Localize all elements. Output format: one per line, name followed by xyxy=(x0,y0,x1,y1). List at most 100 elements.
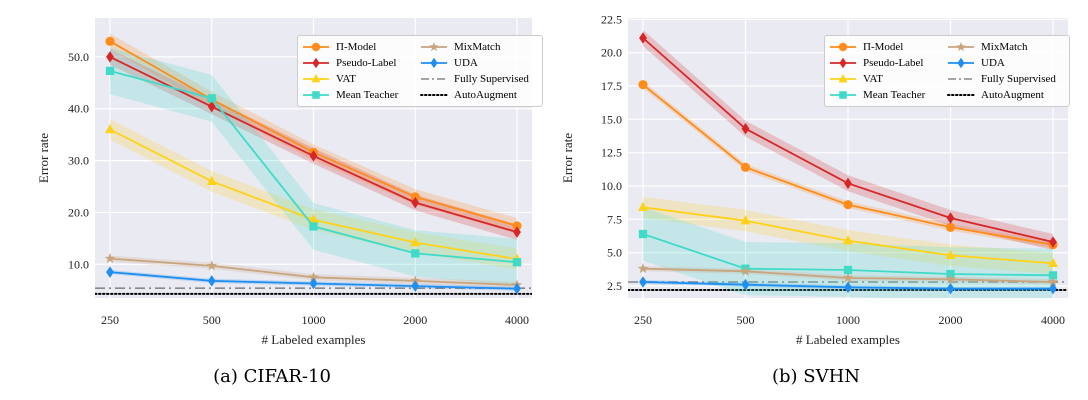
vat-point xyxy=(206,175,217,186)
mean-teacher-point xyxy=(411,249,420,258)
pi-model-point xyxy=(638,80,648,90)
legend-label: UDA xyxy=(454,57,478,69)
pseudo-label-point xyxy=(741,122,750,135)
y-tick-label: 17.5 xyxy=(601,79,622,93)
mixmatch-point xyxy=(637,263,649,274)
vat-point xyxy=(740,215,751,225)
y-tick-label: 15.0 xyxy=(601,112,622,126)
x-tick-label: 2000 xyxy=(939,313,963,327)
uda-point xyxy=(513,282,521,295)
vat-point xyxy=(410,236,421,247)
mean-teacher-legend-icon xyxy=(303,91,329,99)
legend-item-vat: VAT xyxy=(302,71,420,87)
x-tick-label: 250 xyxy=(101,313,119,327)
y-tick-label: 2.5 xyxy=(607,279,622,293)
legend-label: Fully Supervised xyxy=(454,73,529,85)
uda-point xyxy=(946,282,955,295)
y-axis-label: Error rate xyxy=(36,133,51,183)
x-axis-label: # Labeled examples xyxy=(262,332,366,347)
mean-teacher-point xyxy=(105,66,115,76)
uda-point xyxy=(741,278,750,291)
pi-model-point xyxy=(843,200,853,210)
y-tick-label: 7.5 xyxy=(607,212,622,226)
uda-point xyxy=(844,281,852,294)
cifar10-caption: (a) CIFAR-10 xyxy=(213,366,331,387)
vat-band xyxy=(110,119,517,270)
pi-model-point xyxy=(105,36,115,46)
legend-item-autoaugment: AutoAugment xyxy=(947,87,1065,103)
vat-point xyxy=(842,235,854,245)
y-tick-label: 20.0 xyxy=(601,46,622,60)
mean-teacher-point xyxy=(638,229,648,239)
pseudo-label-point xyxy=(844,177,852,190)
legend-item-pseudo-label: Pseudo-Label xyxy=(302,55,420,71)
mixmatch-point xyxy=(740,265,751,276)
legend-item-mixmatch: MixMatch xyxy=(420,39,538,55)
mixmatch-legend-icon xyxy=(421,41,447,52)
y-tick-label: 5.0 xyxy=(607,246,622,260)
vat-point xyxy=(104,123,116,134)
legend-item-mixmatch: MixMatch xyxy=(947,39,1065,55)
pseudo-label-point xyxy=(513,226,521,238)
mean-teacher-point xyxy=(309,222,318,231)
y-tick-label: 50.0 xyxy=(68,50,89,64)
pseudo-label-legend-icon xyxy=(830,57,856,69)
legend-label: Mean Teacher xyxy=(863,89,926,101)
y-tick-label: 10.0 xyxy=(68,257,89,271)
x-tick-label: 500 xyxy=(203,313,221,327)
pseudo-label-point xyxy=(411,196,420,209)
uda-point xyxy=(1049,282,1057,295)
legend-item-pi-model: Π-Model xyxy=(302,39,420,55)
uda-point xyxy=(411,280,420,292)
legend-item-autoaugment: AutoAugment xyxy=(420,87,538,103)
vat-point xyxy=(637,201,649,212)
mean-teacher-legend-icon xyxy=(830,91,856,99)
svhn-legend: Π-Model MixMatch Pseudo-Label UDA VAT Fully S… xyxy=(824,35,1070,107)
legend-item-fully-supervised: Fully Supervised xyxy=(947,71,1065,87)
legend-item-mean-teacher: Mean Teacher xyxy=(829,87,947,103)
mixmatch-legend-icon xyxy=(948,41,974,52)
fully-supervised-legend-icon xyxy=(948,78,974,80)
legend-label: Π-Model xyxy=(336,41,377,53)
legend-item-vat: VAT xyxy=(829,71,947,87)
uda-point xyxy=(207,275,216,287)
uda-legend-icon xyxy=(421,57,447,69)
mixmatch-point xyxy=(945,273,956,284)
legend-item-pi-model: Π-Model xyxy=(829,39,947,55)
svhn-caption: (b) SVHN xyxy=(771,366,861,387)
legend-label: MixMatch xyxy=(454,41,501,53)
legend-label: AutoAugment xyxy=(454,89,517,101)
pseudo-label-point xyxy=(106,51,114,63)
legend-label: VAT xyxy=(336,73,356,85)
y-tick-label: 30.0 xyxy=(68,154,89,168)
uda-legend-icon xyxy=(948,57,974,69)
x-tick-label: 1000 xyxy=(836,313,860,327)
pseudo-label-legend-icon xyxy=(303,57,329,69)
pi-model-point xyxy=(740,162,751,172)
fully-supervised-legend-icon xyxy=(421,78,447,80)
pseudo-label-point xyxy=(207,100,216,113)
legend-item-pseudo-label: Pseudo-Label xyxy=(829,55,947,71)
mean-teacher-point xyxy=(1048,271,1058,280)
legend-label: MixMatch xyxy=(981,41,1028,53)
legend-label: Mean Teacher xyxy=(336,89,399,101)
vat-point xyxy=(1047,257,1059,268)
legend-item-mean-teacher: Mean Teacher xyxy=(302,87,420,103)
legend-label: UDA xyxy=(981,57,1005,69)
legend-label: Pseudo-Label xyxy=(336,57,397,69)
legend-item-fully-supervised: Fully Supervised xyxy=(420,71,538,87)
legend-label: Π-Model xyxy=(863,41,904,53)
vat-legend-icon xyxy=(830,73,856,83)
uda-point xyxy=(106,266,114,278)
x-tick-label: 1000 xyxy=(302,313,326,327)
mixmatch-point xyxy=(308,271,319,282)
x-tick-label: 250 xyxy=(634,313,652,327)
autoaugment-legend-icon xyxy=(420,94,448,96)
pseudo-label-band xyxy=(643,30,1053,250)
mean-teacher-point xyxy=(512,258,522,267)
legend-label: VAT xyxy=(863,73,883,85)
legend-label: Fully Supervised xyxy=(981,73,1056,85)
mixmatch-point xyxy=(104,253,116,264)
x-tick-label: 4000 xyxy=(1041,313,1065,327)
pi-model-legend-icon xyxy=(830,42,856,52)
